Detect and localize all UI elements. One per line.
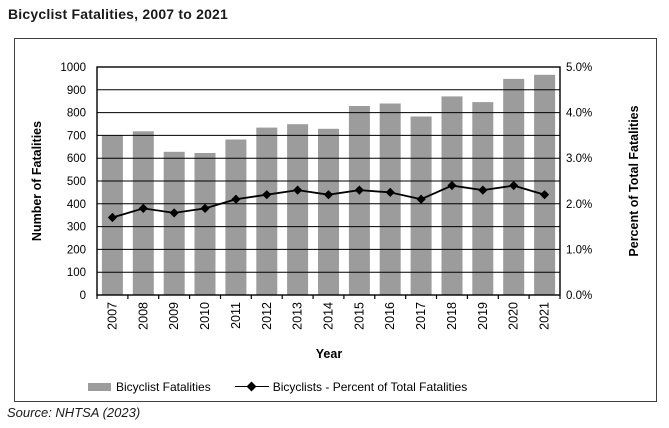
ytick-right-4.0%: 4.0%	[566, 108, 592, 120]
point-2009	[169, 208, 179, 218]
xtick-label-2016: 2016	[383, 302, 397, 330]
ytick-right-0.0%: 0.0%	[566, 290, 592, 302]
chart-title: Bicyclist Fatalities, 2007 to 2021	[8, 6, 229, 22]
bar-2014	[318, 128, 339, 295]
ytick-left-400: 400	[67, 199, 86, 211]
point-2012	[262, 190, 272, 200]
point-2011	[231, 194, 241, 204]
bar-2013	[287, 124, 309, 295]
bar-2016	[379, 103, 401, 295]
point-2017	[416, 194, 426, 204]
y-axis-title-left: Number of Fatalities	[30, 120, 44, 242]
xtick-label-2009: 2009	[167, 302, 181, 330]
plot-border	[96, 66, 561, 296]
point-2021	[539, 190, 550, 200]
ytick-right-1.0%: 1.0%	[566, 244, 592, 256]
bar-2012	[256, 127, 278, 295]
xtick-label-2013: 2013	[291, 302, 305, 330]
xtick-label-2010: 2010	[198, 302, 212, 330]
xtick-label-2021: 2021	[538, 302, 552, 330]
ytick-right-5.0%: 5.0%	[566, 62, 592, 74]
ytick-left-100: 100	[67, 267, 86, 279]
legend-line-label: Bicyclists - Percent of Total Fatalities	[272, 380, 468, 394]
xtick-label-2014: 2014	[322, 302, 336, 330]
xtick-label-2011: 2011	[229, 302, 243, 329]
legend-bar-swatch	[88, 383, 111, 391]
legend-diamond-icon	[246, 381, 257, 392]
ytick-left-200: 200	[67, 244, 86, 256]
ytick-left-900: 900	[67, 85, 86, 97]
bar-2021	[534, 74, 556, 295]
y-axis-title-right: Percent of Total Fatalities	[627, 105, 641, 257]
ytick-left-300: 300	[67, 222, 86, 234]
bar-2019	[472, 102, 494, 295]
xtick-label-2012: 2012	[260, 302, 274, 330]
point-2015	[354, 185, 364, 195]
xtick-label-2007: 2007	[105, 302, 119, 330]
ytick-left-0: 0	[80, 290, 86, 302]
xtick-label-2008: 2008	[136, 302, 150, 330]
ytick-left-800: 800	[67, 108, 86, 120]
bar-2010	[194, 153, 216, 295]
ytick-left-600: 600	[67, 153, 86, 165]
point-2013	[293, 185, 303, 195]
xtick-label-2017: 2017	[414, 302, 428, 330]
source-note: Source: NHTSA (2023)	[7, 405, 141, 420]
ytick-right-2.0%: 2.0%	[566, 199, 592, 211]
point-2020	[509, 180, 519, 191]
bar-2015	[348, 106, 370, 295]
point-2010	[200, 203, 210, 213]
legend: Bicyclist Fatalities Bicyclists - Percen…	[88, 380, 467, 394]
point-2019	[478, 185, 488, 195]
xtick-label-2015: 2015	[352, 302, 366, 330]
bar-2017	[410, 116, 432, 295]
point-2007	[107, 212, 118, 223]
point-2014	[323, 190, 334, 200]
bar-2009	[163, 151, 185, 295]
point-2016	[385, 187, 395, 197]
bar-2008	[132, 131, 154, 295]
xtick-label-2018: 2018	[445, 302, 459, 330]
point-2008	[138, 203, 148, 213]
ytick-right-3.0%: 3.0%	[566, 153, 592, 165]
ytick-left-500: 500	[67, 176, 86, 188]
xtick-label-2019: 2019	[476, 302, 490, 330]
ytick-left-700: 700	[67, 130, 86, 142]
point-2018	[447, 180, 457, 191]
ytick-left-1000: 1000	[60, 62, 86, 74]
bar-2011	[225, 139, 247, 295]
xtick-label-2020: 2020	[507, 302, 521, 330]
x-axis-title: Year	[315, 347, 343, 361]
legend-line-marker	[234, 380, 269, 394]
legend-bar-label: Bicyclist Fatalities	[116, 380, 211, 394]
bar-2018	[441, 96, 463, 296]
